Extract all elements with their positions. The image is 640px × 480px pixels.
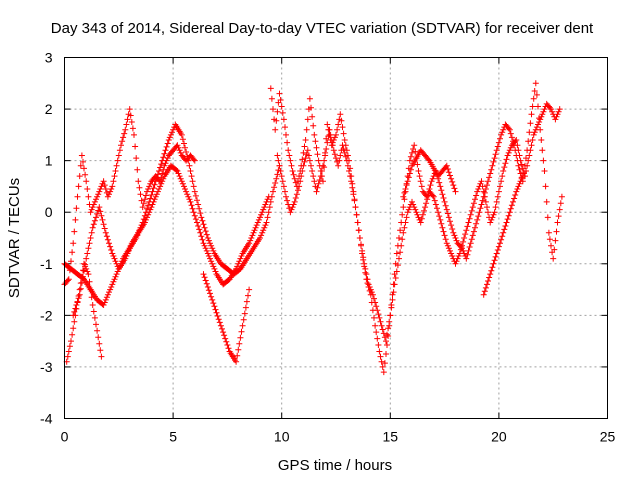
data-point-markers — [200, 271, 253, 365]
y-tick-label: -3 — [40, 359, 53, 375]
x-tick-label: 10 — [274, 429, 290, 445]
y-tick-label: 1 — [45, 153, 53, 169]
data-point-markers — [267, 80, 565, 376]
y-tick-label: 3 — [45, 50, 53, 66]
data-series — [274, 100, 563, 345]
x-tick-label: 0 — [61, 429, 69, 445]
x-tick-label: 5 — [169, 429, 177, 445]
x-tick-label: 25 — [600, 429, 616, 445]
data-point-markers — [63, 260, 105, 365]
grid — [64, 57, 608, 419]
y-tick-label: 2 — [45, 101, 53, 117]
data-point-markers — [61, 106, 198, 288]
data-series — [61, 106, 198, 288]
x-tick-label: 20 — [491, 429, 507, 445]
data-point-markers — [480, 173, 526, 298]
axis-tick-labels: 0 5 10 15 20 25 -4 -3 -2 -1 0 1 2 3 — [40, 50, 615, 445]
data-series — [400, 147, 459, 200]
chart-title: Day 343 of 2014, Sidereal Day-to-day VTE… — [51, 20, 594, 37]
data-series — [200, 271, 253, 365]
data-series — [480, 173, 526, 298]
x-tick-label: 15 — [383, 429, 399, 445]
data-series — [63, 260, 105, 365]
plot-frame — [64, 57, 608, 419]
y-axis-label: SDTVAR / TECUs — [6, 178, 23, 298]
y-tick-label: 0 — [45, 204, 53, 220]
y-tick-label: -4 — [40, 411, 53, 427]
data-point-markers — [274, 100, 563, 345]
axis-ticks — [64, 57, 608, 419]
y-tick-label: -1 — [40, 256, 53, 272]
x-axis-label: GPS time / hours — [278, 457, 392, 474]
data-point-markers — [400, 147, 459, 200]
y-tick-label: -2 — [40, 307, 53, 323]
data-series — [267, 80, 565, 376]
data-points — [61, 80, 565, 376]
